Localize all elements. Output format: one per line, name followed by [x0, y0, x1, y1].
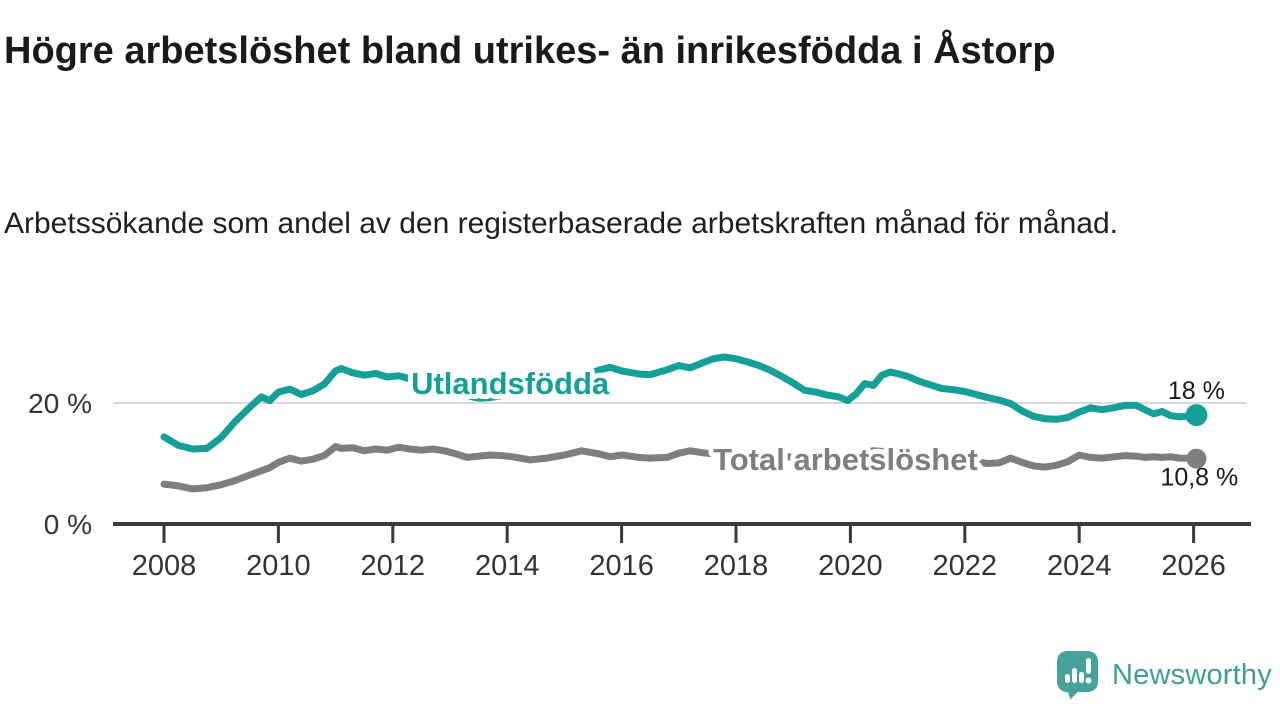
exclamation-dot-icon	[1085, 677, 1092, 684]
latest-value-utlandsfodda: 18 %	[1168, 377, 1225, 405]
x-axis-tick-label: 2014	[475, 550, 540, 582]
total-arbetsloshet-line	[160, 443, 1200, 493]
x-axis-tick-label: 2010	[246, 550, 311, 582]
bar-tall-icon	[1072, 668, 1077, 683]
y-axis-tick-label: 0 %	[44, 509, 92, 540]
x-axis-tick-label: 2008	[132, 550, 197, 582]
utlandsfodda-line	[160, 353, 1200, 453]
chart-title: Högre arbetslöshet bland utrikes- än inr…	[4, 30, 1056, 72]
latest-value-total: 10,8 %	[1160, 463, 1238, 491]
bar-medium-icon	[1079, 672, 1084, 683]
x-axis-tick-label: 2012	[361, 550, 426, 582]
bar-small-icon	[1065, 674, 1070, 683]
newsworthy-logo-text: Newsworthy	[1112, 658, 1272, 691]
total-arbetsloshet-end-dot	[1186, 448, 1207, 469]
x-axis-tick-label: 2018	[704, 550, 769, 582]
x-axis-tick-label: 2024	[1047, 550, 1112, 582]
x-axis-tick-label: 2022	[933, 550, 998, 582]
x-axis-tick-label: 2020	[818, 550, 883, 582]
exclamation-stem-icon	[1086, 658, 1091, 674]
utlandsfodda-end-dot	[1185, 404, 1208, 427]
newsworthy-logo-icon	[1057, 651, 1098, 700]
speech-bubble-shape	[1057, 651, 1098, 700]
newsworthy-logo: Newsworthy	[1056, 650, 1272, 700]
utlandsfodda-label: Utlandsfödda	[411, 366, 610, 401]
total-arbetsloshet-label: Total arbetslöshet	[713, 442, 978, 477]
chart-subtitle: Arbetssökande som andel av den registerb…	[4, 207, 1118, 240]
x-axis-tick-label: 2016	[589, 550, 654, 582]
x-axis-tick-label: 2026	[1161, 550, 1226, 582]
y-axis-tick-label: 20 %	[28, 388, 92, 419]
